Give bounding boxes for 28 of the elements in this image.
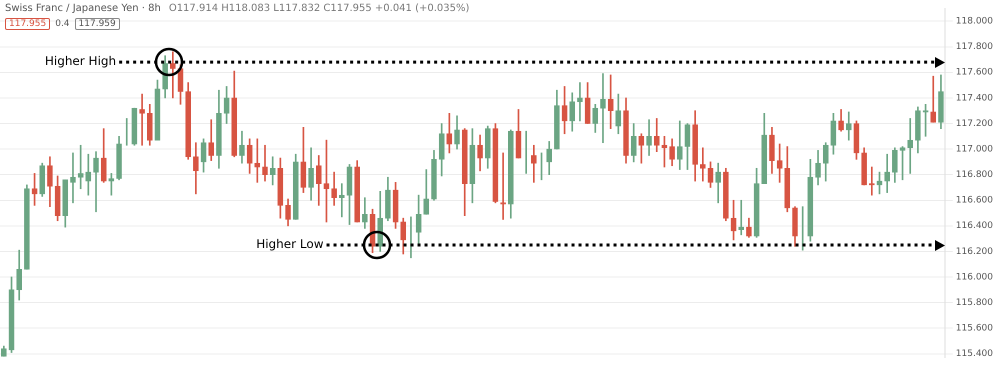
candlestick bbox=[32, 173, 38, 206]
y-tick-label: 115.800 bbox=[956, 298, 994, 308]
annotation: 117.959 bbox=[74, 18, 120, 30]
y-tick-label: 117.800 bbox=[956, 42, 994, 52]
y-tick-label: 115.600 bbox=[956, 324, 994, 334]
y-tick-label: 116.200 bbox=[956, 246, 994, 257]
y-tick-label: 117.000 bbox=[956, 144, 994, 154]
y-tick-label: 117.600 bbox=[956, 68, 994, 78]
annotation: O117.914 H118.083 L117.832 C117.955 +0.041 (+0.035%) bbox=[168, 3, 470, 14]
y-tick-label: 116.400 bbox=[956, 221, 994, 232]
annotation: 0.4 bbox=[55, 19, 70, 29]
y-tick-label: 117.200 bbox=[956, 118, 994, 129]
annotation: 117.955 bbox=[5, 18, 50, 30]
y-tick-label: 118.000 bbox=[956, 16, 994, 27]
candlestick bbox=[70, 152, 76, 204]
y-tick-label: 116.800 bbox=[956, 170, 994, 180]
ref-line-label: Higher High bbox=[44, 54, 116, 68]
chart-title: Swiss Franc / Japanese Yen · 8h bbox=[5, 3, 161, 14]
y-tick-label: 116.600 bbox=[956, 196, 994, 206]
candlestick bbox=[577, 82, 583, 122]
ref-line-label: Higher Low bbox=[256, 237, 324, 252]
candlestick bbox=[262, 144, 268, 182]
candlestick bbox=[600, 73, 606, 144]
y-tick-label: 115.400 bbox=[956, 349, 994, 360]
candlestick bbox=[324, 140, 330, 222]
candlestick bbox=[93, 151, 99, 212]
y-tick-label: 117.400 bbox=[956, 93, 994, 104]
y-tick-label: 116.000 bbox=[956, 272, 994, 282]
